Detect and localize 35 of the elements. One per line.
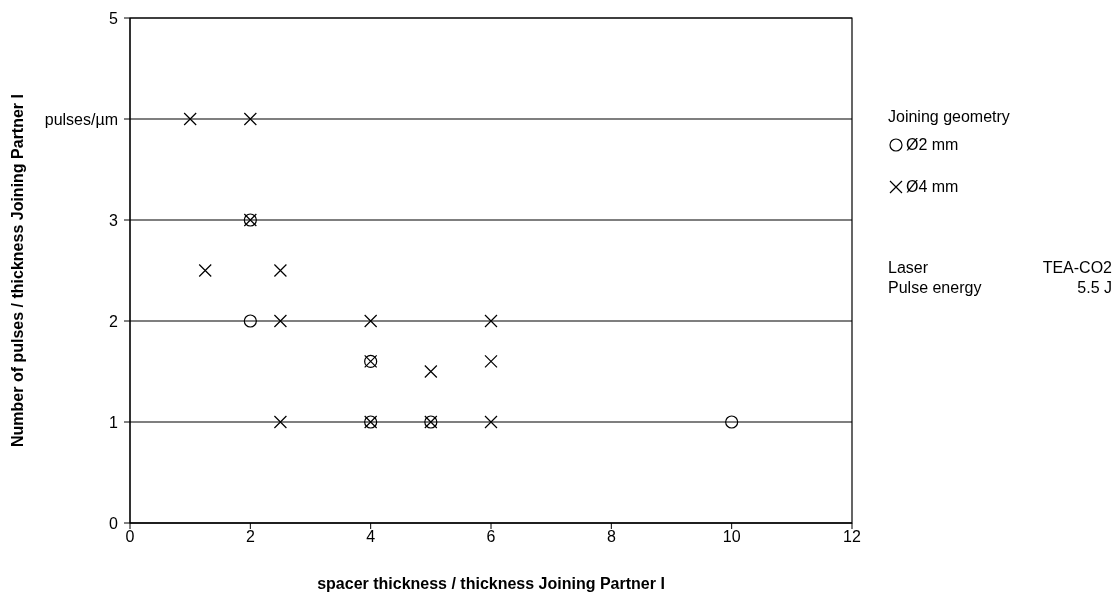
point <box>273 263 288 278</box>
y-tick-label: 2 <box>109 313 119 330</box>
point <box>273 415 288 429</box>
point <box>198 263 212 278</box>
y-tick-label: 1 <box>109 414 119 431</box>
point <box>725 415 739 429</box>
x-tick-label: 12 <box>843 528 861 546</box>
text: TEA-CO2 <box>1042 258 1112 278</box>
point <box>183 112 197 126</box>
text: 5.5 J <box>1076 278 1112 298</box>
y-tick-label: 5 <box>109 10 119 27</box>
x-tick-label: 2 <box>245 528 255 546</box>
legend-title: Joining geometry <box>888 108 1010 126</box>
point <box>484 354 498 368</box>
text: Laser <box>888 258 930 278</box>
point <box>364 314 378 328</box>
y-axis-title: Number of pulses / thickness Joining Partner I <box>8 94 26 447</box>
text: Pulse energy <box>888 278 982 298</box>
x-tick-label: 6 <box>486 528 496 546</box>
legend-label: Ø2 mm <box>906 136 959 154</box>
y-tick-label: 0 <box>109 515 119 532</box>
x-tick-label: 4 <box>366 528 376 546</box>
x-tick-label: 0 <box>125 528 135 546</box>
y-tick-label: 3 <box>109 212 119 229</box>
x-tick-label: 10 <box>722 528 741 546</box>
y-tick-label: pulses/µm <box>44 111 118 128</box>
point <box>273 314 288 328</box>
point <box>484 314 498 328</box>
x-axis-title: spacer thickness / thickness Joining Partner I <box>317 575 665 592</box>
point <box>424 364 438 379</box>
x-tick-label: 8 <box>606 528 616 546</box>
point <box>243 112 257 126</box>
point <box>484 415 498 429</box>
point <box>243 314 257 328</box>
legend-label: Ø4 mm <box>906 178 959 196</box>
